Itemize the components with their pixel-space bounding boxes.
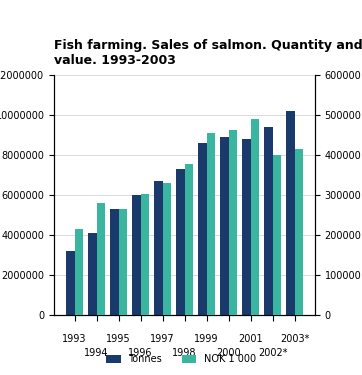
Bar: [163, 183, 171, 315]
Bar: [286, 111, 295, 315]
Text: 1994: 1994: [84, 348, 109, 358]
Bar: [119, 209, 127, 315]
Text: 2003*: 2003*: [280, 334, 310, 345]
Bar: [185, 164, 193, 315]
Text: 2000: 2000: [216, 348, 241, 358]
Text: 2002*: 2002*: [258, 348, 287, 358]
Text: 1993: 1993: [62, 334, 87, 345]
Text: 1999: 1999: [194, 334, 219, 345]
Bar: [132, 195, 140, 315]
Text: 1995: 1995: [106, 334, 131, 345]
Bar: [251, 119, 259, 315]
Text: 1997: 1997: [150, 334, 175, 345]
Text: 1996: 1996: [128, 348, 153, 358]
Bar: [220, 137, 229, 315]
Text: Fish farming. Sales of salmon. Quantity and first-hand
value. 1993-2003: Fish farming. Sales of salmon. Quantity …: [54, 39, 362, 67]
Bar: [110, 209, 119, 315]
Text: 2001: 2001: [238, 334, 263, 345]
Bar: [242, 139, 251, 315]
Bar: [264, 127, 273, 315]
Bar: [207, 133, 215, 315]
Bar: [229, 130, 237, 315]
Bar: [273, 155, 281, 315]
Bar: [66, 251, 75, 315]
Bar: [198, 143, 207, 315]
Legend: Tonnes, NOK 1 000: Tonnes, NOK 1 000: [102, 351, 260, 368]
Bar: [88, 233, 97, 315]
Bar: [154, 181, 163, 315]
Bar: [176, 169, 185, 315]
Text: 1998: 1998: [172, 348, 197, 358]
Bar: [140, 194, 149, 315]
Bar: [97, 203, 105, 315]
Bar: [295, 149, 303, 315]
Bar: [75, 229, 83, 315]
